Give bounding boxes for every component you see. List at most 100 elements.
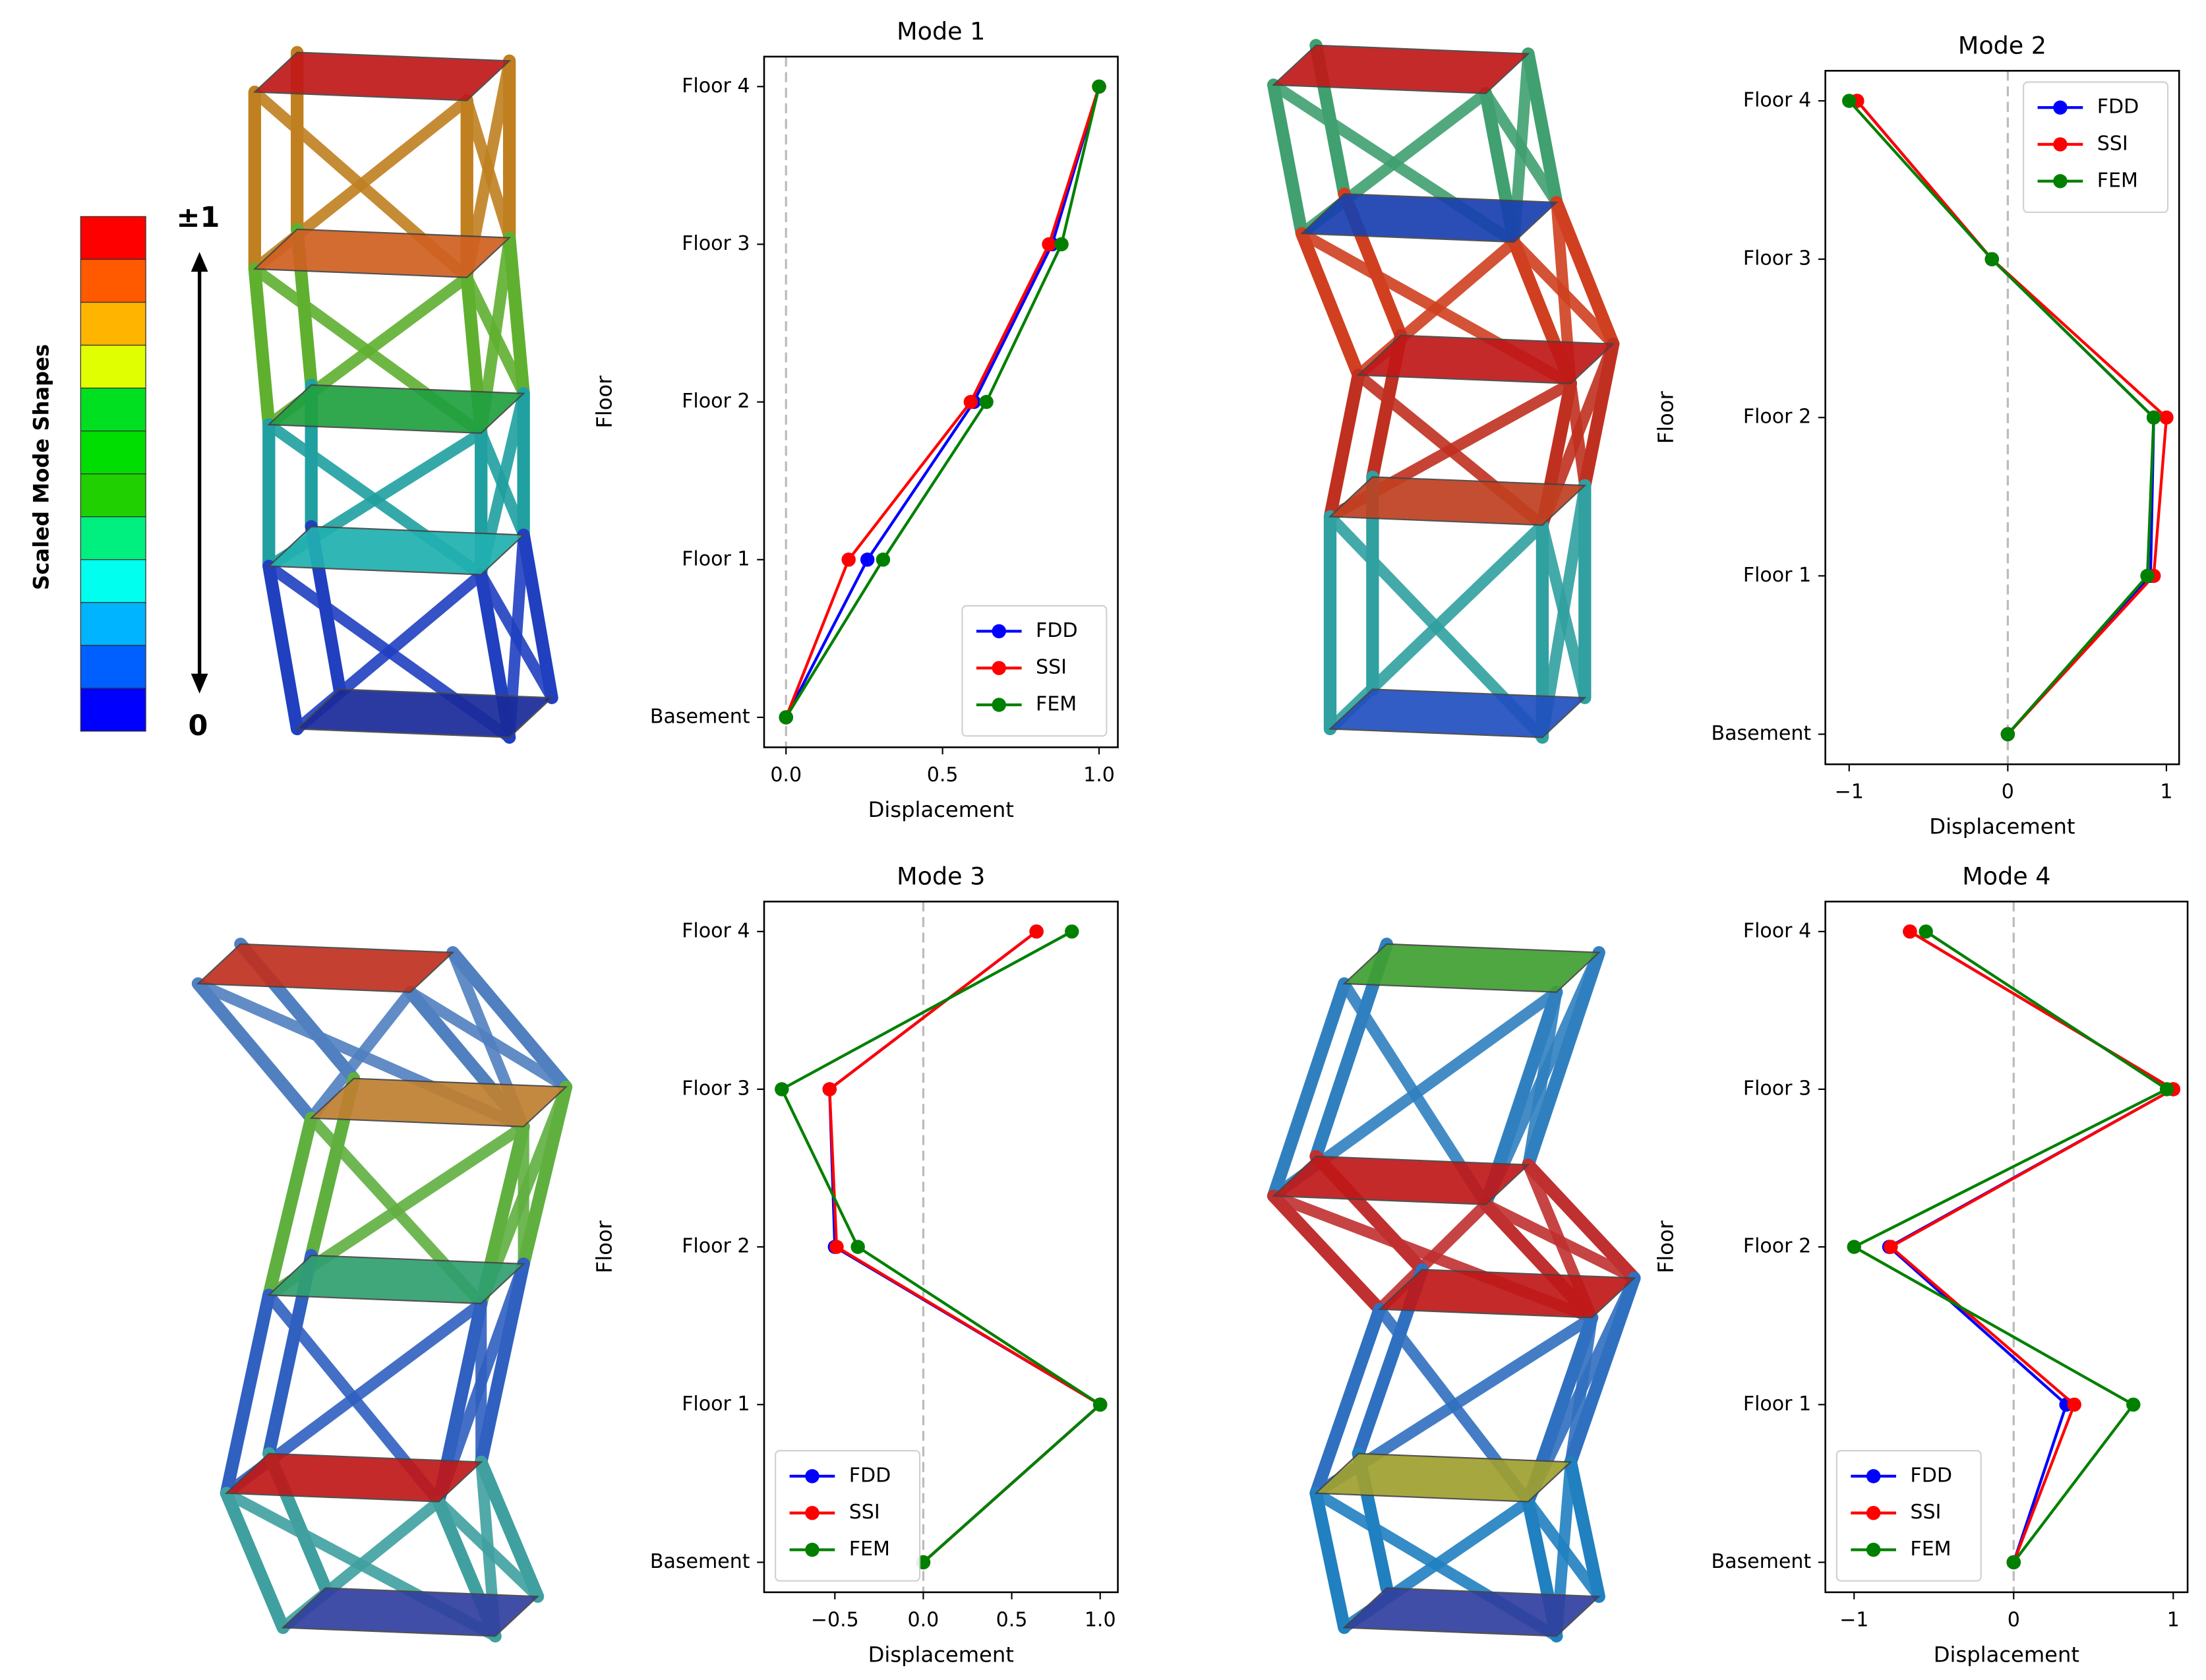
y-tick-label: Floor 2 bbox=[682, 390, 750, 413]
x-tick-label: 1 bbox=[2167, 1608, 2180, 1631]
chart-title: Mode 4 bbox=[1962, 862, 2050, 890]
data-point bbox=[2146, 410, 2161, 425]
data-point bbox=[1919, 924, 1933, 939]
y-axis-label: Floor bbox=[1653, 1220, 1678, 1273]
y-tick-label: Floor 3 bbox=[1743, 247, 1811, 270]
data-point bbox=[979, 394, 994, 409]
legend-label: SSI bbox=[849, 1501, 880, 1524]
y-tick-label: Floor 4 bbox=[1743, 919, 1811, 942]
data-point bbox=[2159, 1082, 2174, 1096]
legend-label: FEM bbox=[2097, 169, 2138, 192]
legend-label: SSI bbox=[1910, 1501, 1941, 1524]
tower-column bbox=[248, 262, 276, 431]
tower-brace bbox=[307, 988, 415, 1122]
tower-column bbox=[262, 559, 304, 736]
tower-column bbox=[475, 1455, 545, 1604]
data-point bbox=[2067, 1397, 2081, 1412]
chart: Mode 4 Displacement Floor −1 0 1 Basement Floor… bbox=[1653, 862, 2189, 1667]
legend-marker bbox=[805, 1469, 820, 1484]
tower-slab bbox=[1328, 476, 1587, 526]
y-tick-label: Floor 1 bbox=[1743, 564, 1811, 587]
legend-marker bbox=[1866, 1542, 1881, 1557]
colorbar-cell bbox=[80, 473, 146, 518]
legend-label: SSI bbox=[2097, 132, 2128, 155]
x-tick-label: −1 bbox=[1839, 1608, 1868, 1631]
colorbar-cell bbox=[80, 559, 146, 603]
colorbar-cell bbox=[80, 216, 146, 260]
colorbar-cell bbox=[80, 258, 146, 303]
x-tick-label: −1 bbox=[1835, 781, 1864, 804]
data-point bbox=[829, 1240, 844, 1254]
x-axis-label: Displacement bbox=[1934, 1642, 2079, 1667]
data-point bbox=[1029, 924, 1044, 939]
y-tick-label: Floor 4 bbox=[682, 919, 750, 942]
x-tick-label: 0 bbox=[2002, 781, 2014, 804]
data-point bbox=[2126, 1397, 2141, 1412]
legend-label: FEM bbox=[849, 1538, 890, 1561]
tower-slab bbox=[1314, 1453, 1572, 1503]
x-axis-label: Displacement bbox=[1929, 814, 2075, 839]
chart-title: Mode 3 bbox=[897, 862, 985, 890]
data-point bbox=[850, 1240, 865, 1254]
tower-brace bbox=[1536, 484, 1591, 738]
legend-marker bbox=[2053, 137, 2068, 152]
x-tick-label: 1.0 bbox=[1085, 1608, 1116, 1631]
tower-column bbox=[1550, 196, 1620, 351]
legend-marker bbox=[805, 1505, 820, 1520]
y-tick-label: Floor 3 bbox=[682, 1077, 750, 1100]
y-tick-label: Floor 4 bbox=[682, 75, 750, 98]
chart-title: Mode 2 bbox=[1958, 31, 2046, 59]
data-point bbox=[1903, 924, 1917, 939]
tower-column bbox=[1267, 977, 1351, 1203]
legend-marker bbox=[992, 661, 1006, 675]
tower-column bbox=[191, 977, 318, 1125]
colorbar-cell bbox=[80, 344, 146, 389]
y-tick-label: Basement bbox=[650, 705, 750, 728]
plot-frame bbox=[1824, 901, 2189, 1594]
y-tick-label: Basement bbox=[1712, 722, 1812, 745]
y-tick-label: Floor 4 bbox=[1743, 88, 1811, 111]
data-point bbox=[2000, 727, 2015, 742]
tower-slab bbox=[196, 943, 455, 993]
y-tick-label: Floor 1 bbox=[682, 547, 750, 570]
tower-slab bbox=[1272, 44, 1530, 94]
tower-model bbox=[191, 938, 573, 1643]
colorbar-cell bbox=[80, 645, 146, 689]
tower-brace bbox=[1480, 950, 1605, 1207]
data-point bbox=[775, 1082, 789, 1096]
tower-slab bbox=[253, 51, 512, 102]
tower-column bbox=[1522, 1158, 1641, 1285]
data-point bbox=[1984, 252, 2000, 266]
legend-label: SSI bbox=[1036, 656, 1067, 679]
x-tick-label: 0.5 bbox=[927, 764, 959, 787]
x-tick-label: 1 bbox=[2160, 781, 2172, 804]
x-tick-label: 0.0 bbox=[770, 764, 802, 787]
y-tick-label: Floor 1 bbox=[682, 1393, 750, 1416]
tower-column bbox=[517, 528, 558, 704]
data-point bbox=[876, 553, 891, 567]
y-axis-label: Floor bbox=[592, 1220, 617, 1273]
x-tick-label: 0.5 bbox=[996, 1608, 1028, 1631]
tower-slab bbox=[281, 1587, 540, 1637]
y-axis-label: Floor bbox=[592, 375, 617, 429]
data-point bbox=[822, 1082, 837, 1096]
legend-label: FEM bbox=[1036, 692, 1077, 715]
legend-marker bbox=[2053, 100, 2068, 115]
tower-column bbox=[220, 1486, 289, 1635]
data-point bbox=[1092, 1397, 1108, 1412]
data-point bbox=[860, 553, 875, 567]
y-tick-label: Floor 2 bbox=[682, 1235, 750, 1258]
arrow-head bbox=[191, 673, 208, 694]
tower-column bbox=[1522, 47, 1563, 209]
tower-column bbox=[1295, 227, 1365, 382]
legend-label: FDD bbox=[849, 1464, 891, 1487]
legend-box bbox=[2023, 81, 2169, 214]
tower-slab bbox=[1272, 1155, 1530, 1205]
colorbar-cell bbox=[80, 301, 146, 346]
data-point bbox=[1884, 1240, 1898, 1254]
data-point bbox=[963, 394, 978, 409]
chart: Mode 3 Displacement Floor −0.5 0.0 0.5 1.0 Base… bbox=[592, 862, 1119, 1667]
tower-column bbox=[1309, 1486, 1351, 1635]
